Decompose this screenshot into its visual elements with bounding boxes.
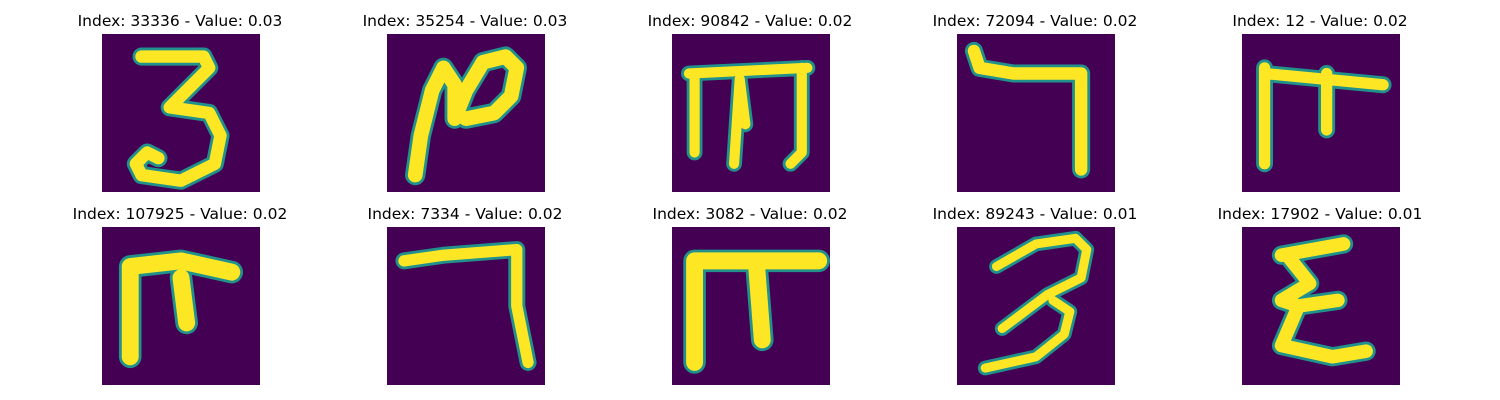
panel-title: Index: 12 - Value: 0.02 xyxy=(1232,12,1408,30)
panel-1: Index: 33336 - Value: 0.03 xyxy=(60,12,300,192)
panel-4: Index: 72094 - Value: 0.02 xyxy=(915,12,1155,192)
panel-8: Index: 3082 - Value: 0.02 xyxy=(630,205,870,385)
digit-image xyxy=(1242,34,1400,192)
digit-image xyxy=(1242,227,1400,385)
panel-title: Index: 89243 - Value: 0.01 xyxy=(932,205,1138,223)
panel-5: Index: 12 - Value: 0.02 xyxy=(1200,12,1440,192)
panel-title: Index: 35254 - Value: 0.03 xyxy=(362,12,568,30)
panel-title: Index: 33336 - Value: 0.03 xyxy=(77,12,283,30)
digit-image xyxy=(957,227,1115,385)
panel-title: Index: 17902 - Value: 0.01 xyxy=(1217,205,1423,223)
panel-3: Index: 90842 - Value: 0.02 xyxy=(630,12,870,192)
digit-image xyxy=(672,227,830,385)
panel-7: Index: 7334 - Value: 0.02 xyxy=(345,205,585,385)
panel-2: Index: 35254 - Value: 0.03 xyxy=(345,12,585,192)
digit-image xyxy=(102,227,260,385)
digit-image xyxy=(672,34,830,192)
panel-6: Index: 107925 - Value: 0.02 xyxy=(60,205,300,385)
panel-9: Index: 89243 - Value: 0.01 xyxy=(915,205,1155,385)
digit-image xyxy=(102,34,260,192)
panel-10: Index: 17902 - Value: 0.01 xyxy=(1200,205,1440,385)
digit-image xyxy=(957,34,1115,192)
panel-title: Index: 107925 - Value: 0.02 xyxy=(72,205,288,223)
panel-title: Index: 7334 - Value: 0.02 xyxy=(367,205,563,223)
panel-title: Index: 3082 - Value: 0.02 xyxy=(652,205,848,223)
panel-title: Index: 72094 - Value: 0.02 xyxy=(932,12,1138,30)
digit-image xyxy=(387,227,545,385)
panel-title: Index: 90842 - Value: 0.02 xyxy=(647,12,853,30)
digit-image xyxy=(387,34,545,192)
